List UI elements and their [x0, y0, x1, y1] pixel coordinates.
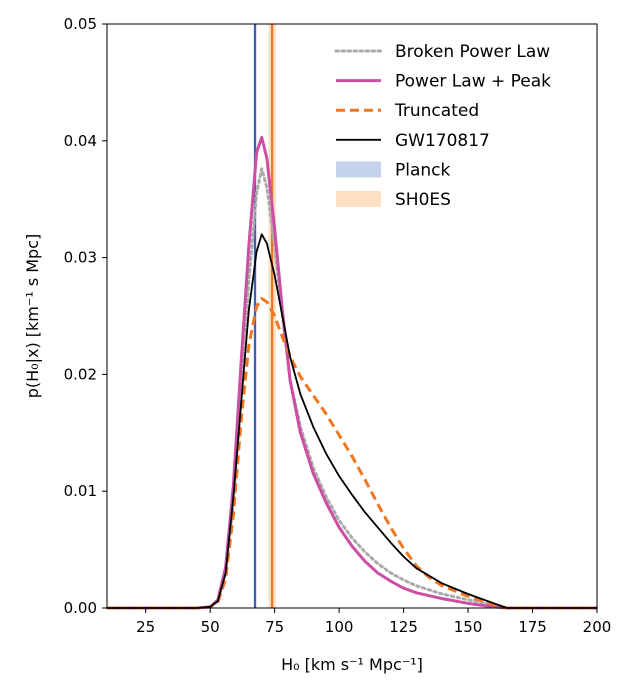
bands-layer	[253, 24, 276, 608]
series-line-broken-power-law	[105, 167, 599, 610]
y-axis-label: p(H₀|x) [km⁻¹ s Mpc]	[23, 234, 42, 399]
legend: Broken Power Law Power Law + Peak Truncate…	[334, 42, 551, 210]
legend-swatch-planck	[336, 161, 381, 178]
plot-frame	[106, 23, 598, 609]
legend-label-gw170817: GW170817	[395, 131, 490, 151]
legend-swatch-sh0es	[336, 191, 381, 207]
x-tick-label: 50	[201, 618, 220, 636]
x-tick-label: 200	[583, 618, 612, 636]
series-line-power-law-peak	[107, 135, 597, 610]
y-tick-label: 0.02	[64, 365, 97, 383]
y-tick-label: 0.03	[64, 249, 97, 267]
y-tick-label: 0.04	[64, 132, 97, 150]
legend-label-sh0es: SH0ES	[395, 190, 451, 210]
series-line-truncated	[107, 296, 597, 610]
x-tick-label: 175	[518, 618, 547, 636]
y-tick-label: 0.05	[64, 15, 97, 33]
x-axis-label: H₀ [km s⁻¹ Mpc⁻¹]	[281, 655, 423, 674]
x-tick-label: 125	[389, 618, 418, 636]
legend-label-planck: Planck	[395, 160, 451, 180]
x-tick-label: 150	[454, 618, 483, 636]
ticks-layer: 25 50 75 100 125 150 175 200 0.00 0.01 0.02 0.03 0.0…	[64, 15, 612, 636]
y-tick-label: 0.00	[64, 599, 97, 617]
series-layer	[105, 135, 599, 610]
x-tick-label: 25	[136, 618, 155, 636]
y-tick-label: 0.01	[64, 482, 97, 500]
x-tick-label: 75	[265, 618, 284, 636]
legend-label-broken-power-law: Broken Power Law	[395, 42, 550, 62]
x-tick-label: 100	[325, 618, 354, 636]
legend-label-power-law-peak: Power Law + Peak	[395, 72, 551, 92]
legend-label-truncated: Truncated	[394, 101, 479, 121]
series-line-gw170817	[107, 233, 597, 609]
